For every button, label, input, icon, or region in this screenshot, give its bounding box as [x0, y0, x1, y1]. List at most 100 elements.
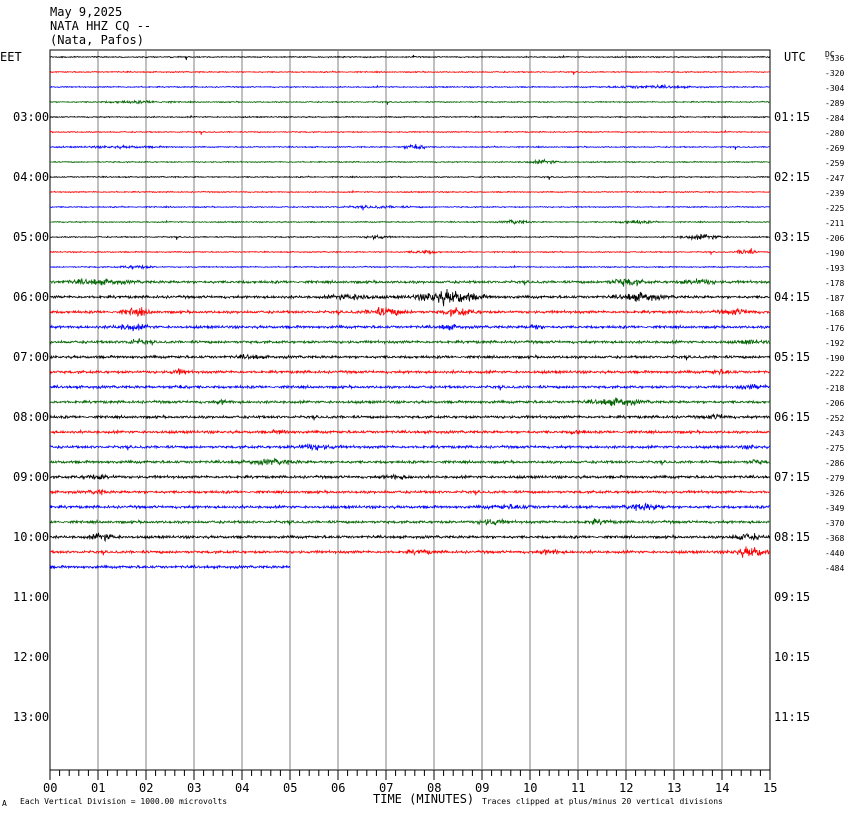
left-hour-label: 13:00	[13, 710, 50, 724]
x-tick-label-08: 08	[427, 781, 442, 795]
left-hour-label: 06:00	[13, 290, 50, 304]
trace-line-29	[49, 488, 771, 496]
trace-line-8	[49, 175, 771, 180]
clip-note: Traces clipped at plus/minus 20 vertical…	[482, 797, 723, 806]
x-tick-label-09: 09	[475, 781, 490, 795]
trace-line-34	[49, 564, 291, 570]
x-tick-label-02: 02	[139, 781, 154, 795]
dc-offset-label: -320	[825, 69, 845, 78]
left-hour-label: 11:00	[13, 590, 50, 604]
left-hour-label: 10:00	[13, 530, 50, 544]
trace-line-31	[49, 517, 771, 526]
x-tick-label-05: 05	[283, 781, 298, 795]
dc-offset-label: -269	[825, 144, 845, 153]
dc-offset-label: -279	[825, 474, 845, 483]
dc-offset-label: -247	[825, 174, 845, 183]
dc-offset-label: -222	[825, 369, 845, 378]
dc-offset-label: -349	[825, 504, 845, 513]
x-tick-label-11: 11	[571, 781, 586, 795]
right-hour-label: 06:15	[774, 410, 811, 424]
dc-offset-label: -280	[825, 129, 845, 138]
dc-offset-label: -178	[825, 279, 845, 288]
x-tick-label-01: 01	[91, 781, 106, 795]
x-tick-label-15: 15	[763, 781, 778, 795]
trace-line-5	[49, 129, 771, 135]
dc-offset-label: -225	[825, 204, 845, 213]
dc-offset-label: -326	[825, 489, 845, 498]
x-tick-label-04: 04	[235, 781, 250, 795]
trace-line-30	[49, 502, 771, 511]
dc-offset-label: -192	[825, 339, 845, 348]
footer-mark: A	[2, 799, 7, 808]
right-hour-label: 01:15	[774, 110, 811, 124]
x-tick-label-03: 03	[187, 781, 202, 795]
trace-line-32	[49, 532, 771, 543]
x-tick-label-06: 06	[331, 781, 346, 795]
x-tick-label-07: 07	[379, 781, 394, 795]
dc-offset-label: -484	[825, 564, 845, 573]
trace-line-22	[49, 383, 771, 391]
dc-offset-label: -239	[825, 189, 845, 198]
left-hour-label: 05:00	[13, 230, 50, 244]
dc-offset-label: -206	[825, 399, 845, 408]
dc-offset-label: -370	[825, 519, 845, 528]
trace-line-14	[49, 264, 771, 271]
right-hour-label: 04:15	[774, 290, 811, 304]
left-timezone: EET	[0, 50, 22, 64]
trace-line-3	[49, 99, 771, 105]
x-tick-label-10: 10	[523, 781, 538, 795]
trace-line-16	[49, 288, 770, 307]
header-station: NATA HHZ CQ --	[50, 19, 152, 33]
trace-line-28	[49, 473, 771, 481]
header-date: May 9,2025	[50, 5, 123, 19]
left-hour-label: 03:00	[13, 110, 50, 124]
vertical-gridlines	[97, 50, 723, 770]
dc-offset-label: -190	[825, 249, 845, 258]
x-tick-label-14: 14	[715, 781, 730, 795]
x-axis-label: TIME (MINUTES)	[373, 792, 475, 806]
trace-line-26	[50, 443, 771, 452]
trace-line-27	[49, 457, 771, 466]
dc-offset-label: -289	[825, 99, 845, 108]
right-hour-label: 07:15	[774, 470, 811, 484]
trace-line-4	[49, 114, 770, 119]
x-tick-label-12: 12	[619, 781, 634, 795]
dc-offset-label: -368	[825, 534, 845, 543]
left-hour-label: 12:00	[13, 650, 50, 664]
right-hour-label: 05:15	[774, 350, 811, 364]
right-hour-label: 03:15	[774, 230, 811, 244]
header-location: (Nata, Pafos)	[50, 33, 144, 47]
trace-line-24	[49, 413, 771, 421]
trace-line-17	[49, 306, 771, 318]
dc-offset-label: -440	[825, 549, 845, 558]
dc-offset-label: -252	[825, 414, 845, 423]
dc-offset-label: -284	[825, 114, 845, 123]
trace-line-0	[49, 54, 771, 61]
left-hour-label: 09:00	[13, 470, 50, 484]
dc-offset-label: -176	[825, 324, 845, 333]
x-tick-label-00: 00	[43, 781, 58, 795]
left-hour-label: 04:00	[13, 170, 50, 184]
dc-offset-label: -168	[825, 309, 845, 318]
dc-offset-label: -218	[825, 384, 845, 393]
dc-offset-label: -336	[825, 54, 845, 63]
dc-offset-label: -286	[825, 459, 845, 468]
dc-offset-label: -211	[825, 219, 845, 228]
trace-line-10	[49, 204, 771, 211]
dc-offset-label: -193	[825, 264, 845, 273]
dc-offset-label: -243	[825, 429, 845, 438]
right-hour-label: 09:15	[774, 590, 811, 604]
dc-label: DC	[825, 50, 835, 59]
trace-line-11	[49, 218, 771, 225]
trace-line-2	[49, 83, 771, 90]
trace-line-18	[49, 323, 771, 332]
trace-line-33	[49, 546, 771, 558]
left-hour-label: 08:00	[13, 410, 50, 424]
plot-frame	[49, 49, 771, 771]
trace-line-19	[49, 338, 771, 346]
right-timezone: UTC	[784, 50, 806, 64]
trace-line-25	[49, 428, 771, 436]
x-tick-label-13: 13	[667, 781, 682, 795]
dc-offset-label: -275	[825, 444, 845, 453]
dc-offset-label: -206	[825, 234, 845, 243]
